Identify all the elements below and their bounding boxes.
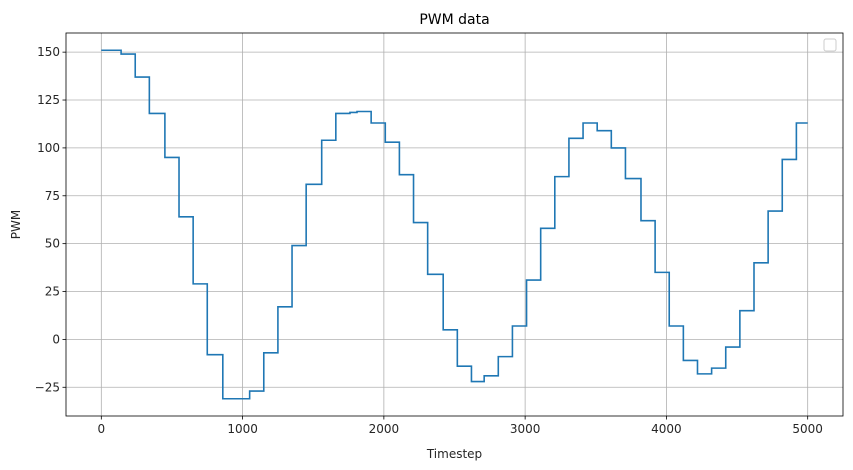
series-layer [101,49,808,400]
chart-title: PWM data [419,12,489,28]
x-axis-label: Timestep [426,447,482,461]
legend-box [823,38,837,52]
x-tick-label: 1000 [227,422,258,436]
y-tick-label: −25 [35,380,60,394]
series-line [101,49,808,400]
y-tick-label: 50 [45,237,60,251]
x-tick-label: 5000 [792,422,823,436]
x-tick-label: 0 [97,422,105,436]
axis-ticks: 0 1000 2000 3000 4000 5000 −25 0 25 50 75 100 125 150 [35,45,823,436]
y-tick-label: 0 [52,332,60,346]
x-tick-label: 2000 [369,422,400,436]
grid [66,33,843,416]
x-tick-label: 3000 [510,422,541,436]
y-tick-label: 75 [45,189,60,203]
y-axis-label: PWM [9,210,23,239]
x-tick-label: 4000 [651,422,682,436]
y-tick-label: 150 [37,45,60,59]
y-tick-label: 25 [45,285,60,299]
y-tick-label: 125 [37,93,60,107]
plot-frame [65,32,844,417]
y-tick-label: 100 [37,141,60,155]
